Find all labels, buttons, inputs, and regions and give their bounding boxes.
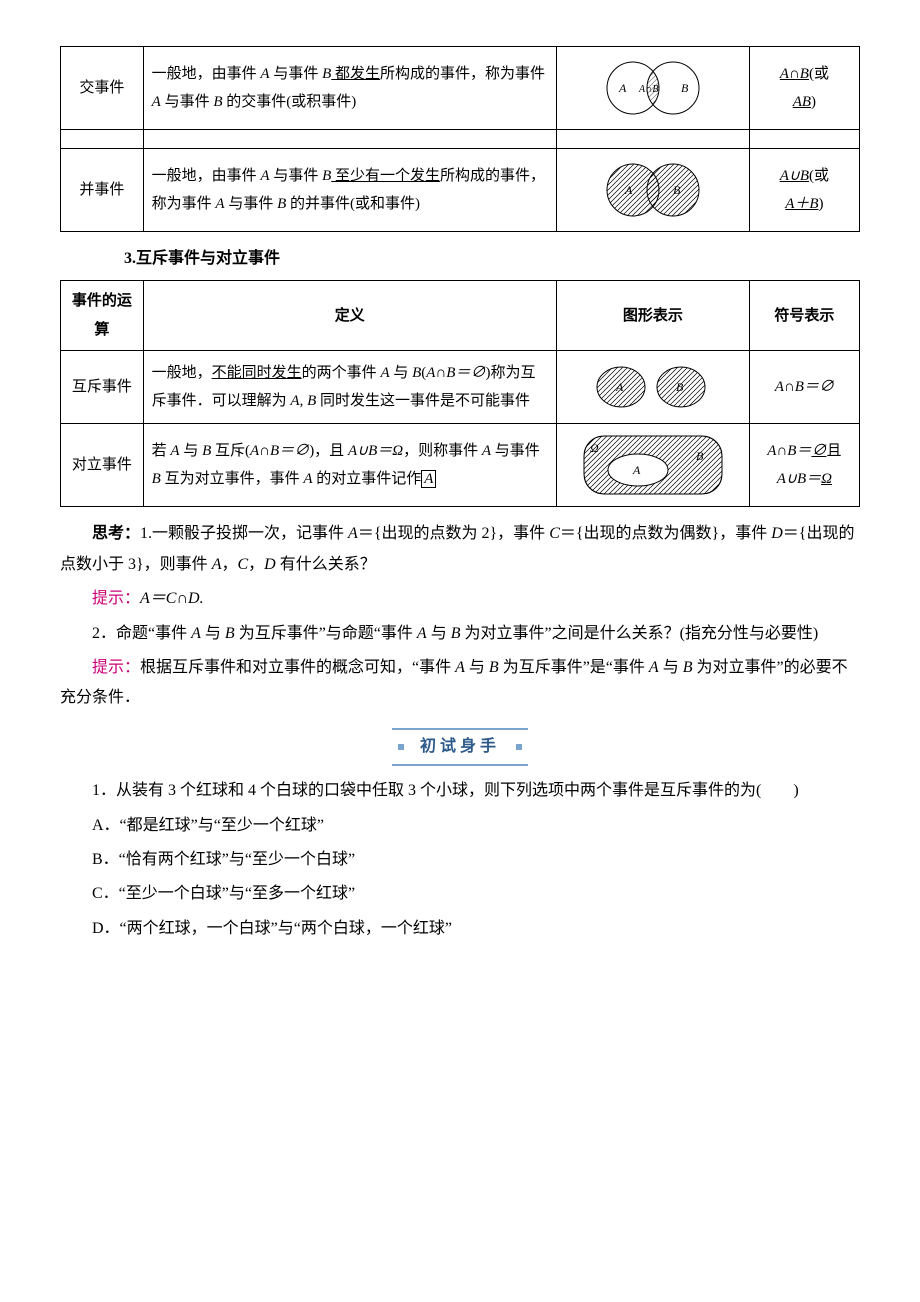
- event-operations-table-2: 事件的运算 定义 图形表示 符号表示 互斥事件 一般地，不能同时发生的两个事件 …: [60, 280, 860, 507]
- row-def: 一般地，由事件 A 与事件 B 至少有一个发生所构成的事件，称为事件 A 与事件…: [143, 149, 556, 232]
- row-name: 互斥事件: [61, 351, 144, 424]
- svg-text:B: B: [676, 380, 684, 394]
- row-def: 若 A 与 B 互斥(A∩B＝∅)，且 A∪B＝Ω，则称事件 A 与事件 B 互…: [143, 424, 556, 507]
- svg-text:B: B: [673, 183, 681, 197]
- table-row: 互斥事件 一般地，不能同时发生的两个事件 A 与 B(A∩B＝∅)称为互斥事件．…: [61, 351, 860, 424]
- think-q1: 思考：1.一颗骰子投掷一次，记事件 A＝{出现的点数为 2}，事件 C＝{出现的…: [60, 519, 860, 580]
- venn-complement: Ω A B: [556, 424, 749, 507]
- ex1-opt-c: C．“至少一个白球”与“至多一个红球”: [60, 879, 860, 909]
- table-row: 交事件 一般地，由事件 A 与事件 B 都发生所构成的事件，称为事件 A 与事件…: [61, 47, 860, 130]
- ex1-opt-a: A．“都是红球”与“至少一个红球”: [60, 811, 860, 841]
- box-title-text: 初试身手: [392, 728, 528, 766]
- row-symbol: A∩B＝∅: [749, 351, 859, 424]
- th: 图形表示: [556, 281, 749, 351]
- svg-text:A∩B: A∩B: [638, 84, 658, 95]
- row-name: 并事件: [61, 149, 144, 232]
- row-name: 交事件: [61, 47, 144, 130]
- table-row: 对立事件 若 A 与 B 互斥(A∩B＝∅)，且 A∪B＝Ω，则称事件 A 与事…: [61, 424, 860, 507]
- ex1-opt-b: B．“恰有两个红球”与“至少一个白球”: [60, 845, 860, 875]
- table-head-row: 事件的运算 定义 图形表示 符号表示: [61, 281, 860, 351]
- row-def: 一般地，不能同时发生的两个事件 A 与 B(A∩B＝∅)称为互斥事件．可以理解为…: [143, 351, 556, 424]
- svg-text:A: A: [632, 463, 641, 477]
- row-name: 对立事件: [61, 424, 144, 507]
- venn-disjoint: A B: [556, 351, 749, 424]
- ex1-opt-d: D．“两个红球，一个白球”与“两个白球，一个红球”: [60, 914, 860, 944]
- row-symbol: A∩B(或 AB): [749, 47, 859, 130]
- venn-disjoint-svg: A B: [583, 357, 723, 417]
- venn-union-svg: A B: [583, 155, 723, 225]
- hint-2: 提示：根据互斥事件和对立事件的概念可知，“事件 A 与 B 为互斥事件”是“事件…: [60, 653, 860, 714]
- svg-text:A: A: [618, 81, 627, 95]
- svg-text:A: A: [624, 183, 633, 197]
- section-box-title: 初试身手: [60, 728, 860, 766]
- svg-text:Ω: Ω: [590, 441, 599, 455]
- ex1-stem: 1．从装有 3 个红球和 4 个白球的口袋中任取 3 个小球，则下列选项中两个事…: [60, 776, 860, 806]
- venn-intersection: A A∩B B: [556, 47, 749, 130]
- th: 符号表示: [749, 281, 859, 351]
- row-symbol: A∪B(或 A＋B): [749, 149, 859, 232]
- venn-complement-svg: Ω A B: [578, 430, 728, 500]
- svg-text:B: B: [681, 81, 689, 95]
- row-def: 一般地，由事件 A 与事件 B 都发生所构成的事件，称为事件 A 与事件 B 的…: [143, 47, 556, 130]
- venn-intersection-svg: A A∩B B: [583, 53, 723, 123]
- th: 事件的运算: [61, 281, 144, 351]
- svg-text:B: B: [696, 449, 704, 463]
- svg-text:A: A: [615, 380, 624, 394]
- venn-union: A B: [556, 149, 749, 232]
- row-symbol: A∩B＝∅且 A∪B＝Ω: [749, 424, 859, 507]
- think-q2: 2．命题“事件 A 与 B 为互斥事件”与命题“事件 A 与 B 为对立事件”之…: [60, 619, 860, 649]
- section-heading: 3.互斥事件与对立事件: [60, 244, 860, 274]
- hint-1: 提示：A＝C∩D.: [60, 584, 860, 614]
- event-operations-table-1: 交事件 一般地，由事件 A 与事件 B 都发生所构成的事件，称为事件 A 与事件…: [60, 46, 860, 232]
- table-row: 并事件 一般地，由事件 A 与事件 B 至少有一个发生所构成的事件，称为事件 A…: [61, 149, 860, 232]
- th: 定义: [143, 281, 556, 351]
- spacer-row: [61, 130, 860, 149]
